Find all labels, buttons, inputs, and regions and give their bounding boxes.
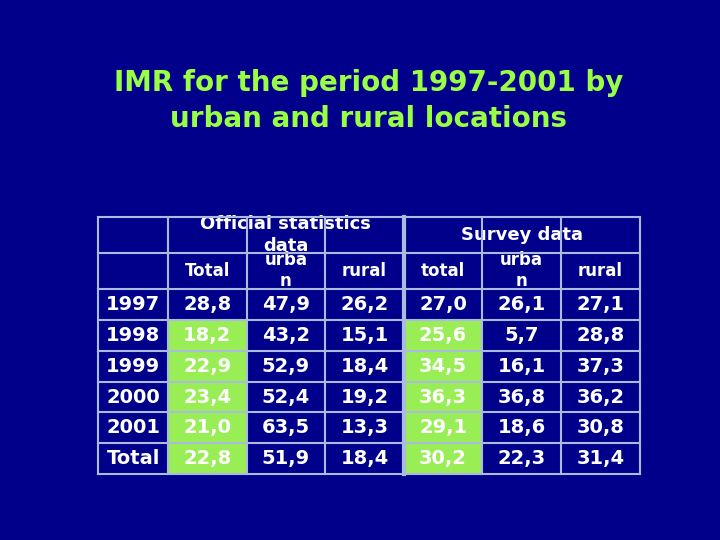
Text: 18,4: 18,4 [341,356,389,376]
Text: 27,1: 27,1 [576,295,624,314]
Bar [168,382,246,413]
Text: 36,2: 36,2 [576,388,624,407]
Text: 47,9: 47,9 [262,295,310,314]
Bar [404,320,482,350]
Text: 31,4: 31,4 [576,449,624,468]
Text: 52,9: 52,9 [262,356,310,376]
Text: 5,7: 5,7 [505,326,539,345]
Text: rural: rural [342,262,387,280]
Text: 2001: 2001 [106,418,160,437]
Text: 30,2: 30,2 [419,449,467,468]
Text: 36,3: 36,3 [419,388,467,407]
Text: 1998: 1998 [106,326,161,345]
Text: 19,2: 19,2 [341,388,389,407]
Text: rural: rural [578,262,623,280]
Text: 52,4: 52,4 [262,388,310,407]
Text: 18,2: 18,2 [183,326,231,345]
Bar [404,350,482,382]
Text: 22,9: 22,9 [183,356,231,376]
Text: 13,3: 13,3 [341,418,389,437]
Text: 28,8: 28,8 [183,295,231,314]
Text: 27,0: 27,0 [419,295,467,314]
Text: 22,8: 22,8 [183,449,231,468]
Text: total: total [421,262,465,280]
Bar [404,443,482,474]
Text: 26,2: 26,2 [341,295,389,314]
Bar [168,350,246,382]
Text: 43,2: 43,2 [262,326,310,345]
Bar [168,443,246,474]
Text: 2000: 2000 [107,388,160,407]
Text: 51,9: 51,9 [262,449,310,468]
Text: Total: Total [184,262,230,280]
Text: 22,3: 22,3 [498,449,546,468]
Bar [168,413,246,443]
Text: 18,6: 18,6 [498,418,546,437]
Text: IMR for the period 1997-2001 by
urban and rural locations: IMR for the period 1997-2001 by urban an… [114,69,624,133]
Text: 30,8: 30,8 [577,418,624,437]
Text: 29,1: 29,1 [419,418,467,437]
Text: 16,1: 16,1 [498,356,546,376]
Text: 18,4: 18,4 [341,449,389,468]
Text: Survey data: Survey data [461,226,582,244]
Text: 23,4: 23,4 [183,388,231,407]
Text: 1997: 1997 [106,295,161,314]
Text: 1999: 1999 [106,356,161,376]
Text: 25,6: 25,6 [419,326,467,345]
Text: 26,1: 26,1 [498,295,546,314]
Text: urba
n: urba n [264,251,307,290]
Text: 34,5: 34,5 [419,356,467,376]
Bar [168,320,246,350]
Text: Total: Total [107,449,160,468]
Text: 21,0: 21,0 [183,418,231,437]
Text: urba
n: urba n [500,251,543,290]
Bar [404,382,482,413]
Text: 15,1: 15,1 [341,326,389,345]
Text: Official statistics
data: Official statistics data [200,214,372,255]
Text: 36,8: 36,8 [498,388,546,407]
Text: 28,8: 28,8 [576,326,624,345]
Bar [404,413,482,443]
Text: 63,5: 63,5 [262,418,310,437]
Text: 37,3: 37,3 [577,356,624,376]
